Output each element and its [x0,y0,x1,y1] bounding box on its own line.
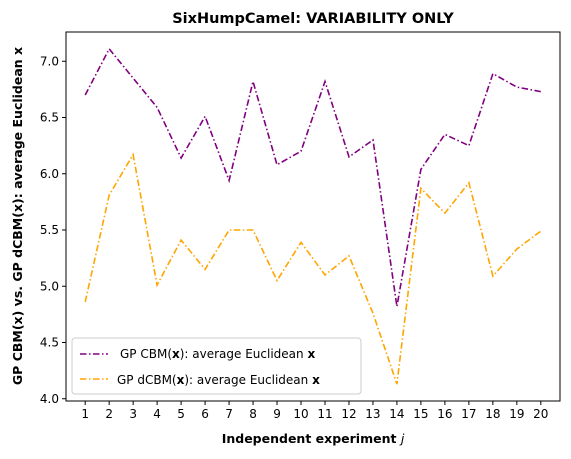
y-tick-label: 6.5 [40,111,59,125]
legend-box [71,337,362,395]
x-tick-label: 14 [389,407,404,421]
plot-area: 1 2 3 4 5 6 7 8 9 10 11 12 13 14 15 16 17 18 19 204.04.55.0… [40,31,561,421]
x-tick-label: 5 [177,407,185,421]
y-tick-label: 5.5 [40,223,59,237]
y-tick-label: 7.0 [40,54,59,68]
x-tick-label: 18 [485,407,500,421]
y-tick-label: 4.0 [40,392,59,406]
x-tick-label: 3 [129,407,137,421]
y-tick-label: 6.0 [40,167,59,181]
x-tick-label: 4 [153,407,161,421]
x-tick-label: 20 [533,407,548,421]
x-tick-label: 15 [413,407,428,421]
series-line-0 [84,47,541,307]
y-tick-label: 5.0 [40,279,59,293]
x-tick-label: 6 [201,407,209,421]
x-tick-label: 16 [437,407,452,421]
x-tick-label: 12 [341,407,356,421]
x-tick-label: 19 [509,407,524,421]
x-tick-label: 7 [225,407,233,421]
x-tick-label: 9 [273,407,281,421]
x-tick-label: 2 [105,407,113,421]
x-tick-label: 8 [249,407,257,421]
x-tick-label: 1 [81,407,89,421]
x-axis-label: Independent experiment j [222,431,405,446]
axes-frame [65,31,561,402]
x-tick-label: 13 [365,407,380,421]
chart-title: SixHumpCamel: VARIABILITY ONLY [172,11,454,27]
y-axis-label: GP CBM(x) vs. GP dCBM(x): average Euclid… [10,47,25,385]
x-tick-label: 10 [293,407,308,421]
y-tick-label: 4.5 [40,336,59,350]
legend: GP CBM(x): average Euclidean x GP dCBM(x… [71,337,362,395]
legend-label-gp-cbm: GP CBM(x): average Euclidean x [120,347,315,361]
legend-label-gp-dcbm: GP dCBM(x): average Euclidean x [117,373,320,387]
x-tick-label: 17 [461,407,476,421]
x-tick-label: 11 [317,407,332,421]
